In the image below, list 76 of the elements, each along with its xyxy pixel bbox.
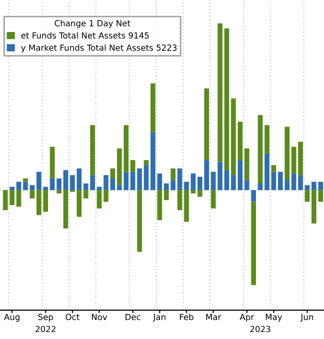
bar bbox=[264, 153, 270, 190]
x-tick-label: Apr bbox=[240, 314, 254, 322]
bar bbox=[197, 190, 202, 197]
bar bbox=[258, 183, 263, 190]
bar bbox=[304, 185, 310, 190]
bar bbox=[190, 190, 196, 194]
bar bbox=[23, 178, 28, 182]
bar bbox=[30, 190, 35, 198]
x-tick-label: Dec bbox=[126, 314, 140, 320]
bar bbox=[50, 178, 55, 190]
bar bbox=[271, 172, 276, 190]
x-tick-label: May bbox=[266, 314, 282, 322]
bar bbox=[90, 125, 95, 176]
bar bbox=[271, 165, 276, 172]
bar bbox=[204, 88, 210, 160]
bar bbox=[56, 190, 62, 194]
bar bbox=[157, 190, 162, 220]
bar bbox=[210, 190, 216, 208]
x-tick-label: Jun bbox=[300, 314, 314, 322]
bar bbox=[224, 28, 230, 170]
bar bbox=[110, 168, 116, 178]
bar bbox=[104, 175, 108, 190]
bar bbox=[144, 160, 149, 166]
bar bbox=[284, 126, 290, 180]
legend-label: et Funds Total Net Assets 9145 bbox=[21, 32, 149, 39]
bar bbox=[177, 190, 182, 210]
bar bbox=[190, 173, 196, 190]
bar bbox=[291, 146, 296, 174]
legend-label: y Market Funds Total Net Assets 5223 bbox=[21, 44, 177, 52]
bar bbox=[10, 186, 14, 190]
bar bbox=[96, 190, 102, 208]
bar bbox=[244, 148, 250, 180]
bar bbox=[251, 190, 256, 202]
bar bbox=[16, 190, 22, 207]
x-tick-label: Mar bbox=[206, 314, 222, 320]
bar bbox=[63, 190, 68, 228]
bar bbox=[23, 182, 28, 190]
bar bbox=[298, 175, 303, 190]
bar bbox=[164, 190, 169, 200]
bar bbox=[184, 190, 189, 222]
bar bbox=[304, 190, 310, 202]
x-tick-label: Aug bbox=[4, 314, 20, 322]
x-tick-label: Oct bbox=[66, 314, 80, 320]
bar bbox=[110, 178, 116, 190]
bar bbox=[218, 162, 222, 190]
bar bbox=[150, 83, 156, 132]
bar bbox=[264, 125, 270, 154]
bar bbox=[224, 170, 230, 190]
bar bbox=[177, 168, 182, 190]
x-tick-label: Nov bbox=[92, 314, 108, 320]
legend-title: Change 1 Day Net bbox=[54, 20, 130, 28]
x-tick-label: Feb bbox=[180, 314, 194, 320]
bar bbox=[137, 190, 142, 252]
bar bbox=[104, 190, 108, 202]
bar bbox=[244, 180, 250, 190]
x-tick-label: Jan bbox=[152, 314, 166, 322]
bar bbox=[258, 115, 263, 184]
bar bbox=[50, 146, 55, 178]
bar bbox=[144, 165, 149, 190]
bar bbox=[170, 168, 176, 180]
bar bbox=[218, 23, 222, 162]
text: 2023 bbox=[250, 326, 270, 332]
bar bbox=[30, 185, 35, 190]
bar bbox=[83, 190, 88, 198]
bar bbox=[291, 173, 296, 190]
bar bbox=[184, 182, 189, 190]
bar bbox=[210, 172, 216, 190]
bar bbox=[251, 202, 256, 286]
bar bbox=[130, 172, 136, 190]
bar bbox=[56, 178, 62, 190]
bar bbox=[130, 160, 136, 172]
x-tick-label: Sep bbox=[38, 314, 54, 322]
bar bbox=[298, 142, 303, 176]
text: 2022 bbox=[36, 326, 56, 332]
bar bbox=[137, 168, 142, 190]
bar bbox=[63, 170, 68, 190]
